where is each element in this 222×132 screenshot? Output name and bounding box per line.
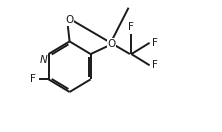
Text: F: F xyxy=(128,22,134,32)
Text: F: F xyxy=(153,38,158,48)
Text: O: O xyxy=(65,15,74,25)
Text: F: F xyxy=(30,74,36,84)
Text: O: O xyxy=(108,39,116,49)
Text: N: N xyxy=(40,55,48,65)
Text: F: F xyxy=(153,60,158,70)
